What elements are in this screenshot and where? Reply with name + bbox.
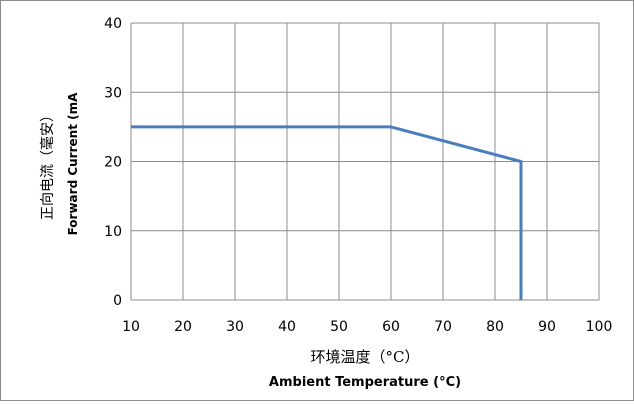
grid-lines bbox=[130, 22, 600, 301]
x-tick-label: 90 bbox=[538, 319, 556, 335]
y-tick-label: 40 bbox=[104, 16, 122, 32]
y-tick-label: 10 bbox=[104, 224, 122, 240]
x-tick-label: 20 bbox=[174, 319, 192, 335]
x-tick-label: 60 bbox=[382, 319, 400, 335]
x-tick-label: 100 bbox=[586, 319, 613, 335]
x-tick-label: 40 bbox=[278, 319, 296, 335]
y-tick-label: 20 bbox=[104, 155, 122, 171]
x-tick-label: 50 bbox=[330, 319, 348, 335]
series-group bbox=[131, 125, 523, 300]
y-axis-label-english: Forward Current (mA bbox=[66, 92, 80, 236]
x-tick-label: 70 bbox=[434, 319, 452, 335]
y-tick-label: 0 bbox=[113, 293, 122, 309]
x-axis-label-english: Ambient Temperature (°C) bbox=[269, 375, 461, 390]
x-tick-label: 30 bbox=[226, 319, 244, 335]
y-axis-label-chinese: 正向电流（毫安） bbox=[39, 108, 56, 220]
series-line bbox=[131, 125, 523, 300]
x-tick-label: 10 bbox=[122, 319, 140, 335]
y-tick-label: 30 bbox=[104, 85, 122, 101]
x-axis-label-chinese: 环境温度（°C） bbox=[311, 348, 420, 366]
x-tick-label: 80 bbox=[486, 319, 504, 335]
